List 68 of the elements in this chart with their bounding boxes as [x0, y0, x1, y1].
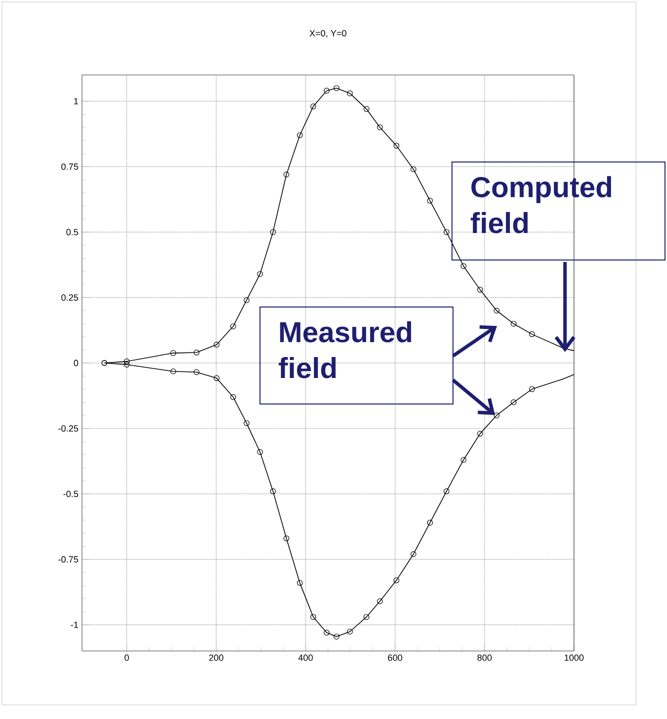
point	[324, 630, 330, 636]
point	[230, 394, 236, 400]
point	[284, 536, 290, 542]
point	[170, 368, 176, 374]
point	[296, 132, 303, 138]
point	[347, 628, 353, 635]
y-tick-label: -0.25	[58, 425, 78, 432]
point	[364, 106, 370, 112]
point	[510, 399, 517, 406]
x-tick-label: 200	[209, 654, 224, 661]
point	[477, 430, 483, 437]
point	[494, 308, 500, 314]
point	[244, 420, 250, 426]
annotation: Computed field	[470, 176, 612, 234]
y-tick-label: 0.5	[66, 228, 78, 236]
point	[214, 342, 220, 348]
point	[394, 577, 400, 584]
point	[510, 320, 517, 327]
point	[310, 104, 316, 110]
y-tick-label: 0.25	[61, 294, 78, 301]
point	[257, 271, 263, 277]
point	[460, 456, 466, 463]
point	[270, 229, 276, 235]
point	[324, 88, 330, 94]
point	[529, 331, 535, 338]
point	[170, 350, 176, 356]
y-tick-label: -0.75	[58, 556, 78, 563]
chart-title: X=0, Y=0	[310, 30, 346, 38]
point	[494, 412, 500, 418]
point	[460, 263, 466, 270]
point	[257, 449, 263, 455]
point	[444, 229, 450, 235]
point	[394, 142, 400, 149]
point	[214, 375, 220, 382]
point	[334, 85, 340, 91]
point	[410, 166, 416, 172]
point	[477, 286, 483, 293]
point	[376, 598, 383, 604]
annotation: Measured field	[278, 321, 412, 378]
point	[230, 323, 236, 330]
point	[347, 90, 353, 96]
point	[427, 198, 433, 204]
y-tick-label: 0	[74, 360, 78, 366]
point	[427, 520, 433, 526]
point	[334, 634, 340, 640]
point	[296, 580, 303, 586]
point	[244, 297, 250, 304]
point	[194, 369, 200, 376]
x-tick-label: 600	[388, 654, 402, 661]
point	[444, 488, 450, 494]
x-tick-label: 1000	[564, 654, 584, 661]
point	[284, 172, 290, 178]
point	[376, 124, 383, 130]
point	[124, 358, 130, 364]
point	[124, 362, 130, 368]
point	[410, 551, 416, 558]
x-tick-label: 0	[124, 654, 129, 661]
point	[270, 488, 276, 494]
y-tick-label: -1	[70, 622, 78, 628]
y-tick-label: 1	[74, 98, 78, 104]
point	[194, 350, 200, 356]
x-tick-label: 800	[477, 654, 492, 661]
point	[364, 614, 370, 620]
point	[529, 386, 535, 392]
y-tick-label: 0.75	[61, 163, 78, 170]
y-tick-label: -0.5	[63, 490, 78, 498]
x-tick-label: 400	[298, 654, 313, 661]
point	[310, 614, 316, 620]
